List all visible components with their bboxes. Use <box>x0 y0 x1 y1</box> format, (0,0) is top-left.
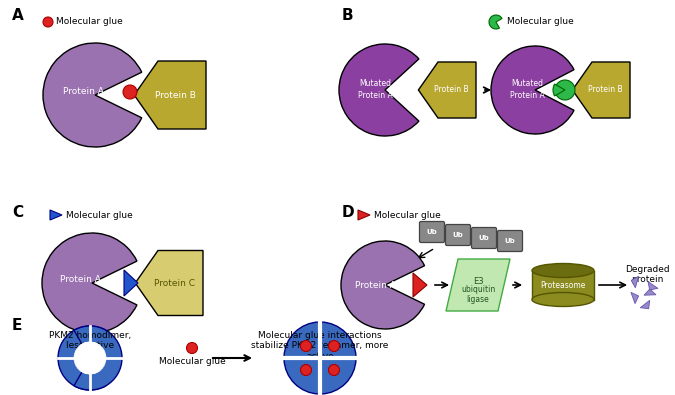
Circle shape <box>555 80 575 100</box>
Text: Protein A: Protein A <box>510 90 544 100</box>
Text: Ub: Ub <box>505 238 516 244</box>
Text: Protein C: Protein C <box>153 278 194 288</box>
Text: PKM2 homodimer,
less active: PKM2 homodimer, less active <box>49 331 131 350</box>
Wedge shape <box>74 326 122 390</box>
Text: Molecular glue: Molecular glue <box>56 17 123 26</box>
Text: Mutated: Mutated <box>511 79 543 88</box>
Text: ubiquitin: ubiquitin <box>461 286 495 295</box>
Text: Molecular glue: Molecular glue <box>159 357 225 365</box>
Text: C: C <box>12 205 23 220</box>
Circle shape <box>43 17 53 27</box>
Circle shape <box>300 365 311 376</box>
Polygon shape <box>135 250 203 316</box>
Text: Molecular glue: Molecular glue <box>374 211 441 220</box>
Text: D: D <box>342 205 354 220</box>
Text: Protein A: Protein A <box>358 90 392 100</box>
Text: Protein B: Protein B <box>434 85 468 94</box>
Ellipse shape <box>532 293 594 307</box>
Wedge shape <box>489 15 502 29</box>
FancyBboxPatch shape <box>446 224 470 246</box>
Wedge shape <box>284 322 320 358</box>
Text: E: E <box>12 318 22 333</box>
Text: Mutated: Mutated <box>359 79 391 88</box>
Wedge shape <box>42 233 137 333</box>
Text: Ub: Ub <box>427 229 437 235</box>
Text: Ub: Ub <box>479 235 489 241</box>
Wedge shape <box>320 322 356 358</box>
Text: Molecular glue: Molecular glue <box>507 17 574 26</box>
FancyBboxPatch shape <box>497 231 522 252</box>
Text: B: B <box>342 8 354 23</box>
Ellipse shape <box>532 263 594 278</box>
Circle shape <box>329 340 340 352</box>
Polygon shape <box>641 300 650 309</box>
Wedge shape <box>553 84 565 96</box>
Wedge shape <box>341 241 425 329</box>
Text: Proteasome: Proteasome <box>540 280 586 290</box>
Circle shape <box>186 342 198 354</box>
Wedge shape <box>43 43 142 147</box>
Text: ligase: ligase <box>466 295 489 303</box>
FancyBboxPatch shape <box>472 228 497 248</box>
Wedge shape <box>284 358 320 394</box>
Wedge shape <box>74 342 101 374</box>
Wedge shape <box>491 46 574 134</box>
Text: Molecular glue interactions
stabilize PKM2 tetramer, more
active: Molecular glue interactions stabilize PK… <box>251 331 389 361</box>
Polygon shape <box>134 61 206 129</box>
Text: Protein B: Protein B <box>155 90 196 100</box>
Polygon shape <box>631 292 639 304</box>
FancyBboxPatch shape <box>419 222 445 243</box>
Text: Protein A: Protein A <box>354 280 396 290</box>
Text: Protein A: Protein A <box>59 275 101 284</box>
Circle shape <box>329 365 340 376</box>
Wedge shape <box>320 358 356 394</box>
Text: A: A <box>12 8 24 23</box>
Circle shape <box>300 340 311 352</box>
Wedge shape <box>80 342 106 374</box>
Polygon shape <box>572 62 630 118</box>
Polygon shape <box>413 273 427 297</box>
Polygon shape <box>631 276 639 288</box>
Text: Protein A: Protein A <box>63 87 103 96</box>
Text: Molecular glue: Molecular glue <box>66 211 133 220</box>
Circle shape <box>123 85 137 99</box>
Bar <box>532 271 594 299</box>
Polygon shape <box>418 62 476 118</box>
Polygon shape <box>446 259 510 311</box>
Text: Degraded
protein: Degraded protein <box>624 265 670 284</box>
Polygon shape <box>644 289 656 295</box>
Text: E3: E3 <box>472 276 483 286</box>
Polygon shape <box>358 210 370 220</box>
Text: Protein B: Protein B <box>588 85 623 94</box>
Wedge shape <box>58 326 106 390</box>
Polygon shape <box>648 282 658 290</box>
Polygon shape <box>124 270 138 296</box>
Text: Ub: Ub <box>453 232 463 238</box>
Polygon shape <box>50 210 62 220</box>
Wedge shape <box>339 44 419 136</box>
